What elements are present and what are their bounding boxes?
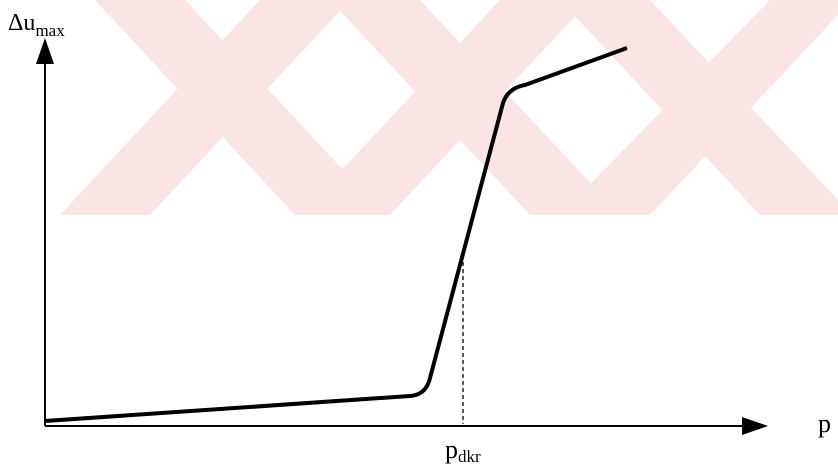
curve — [44, 46, 628, 423]
y-axis-label: Δumax — [8, 10, 65, 40]
watermark-stripe — [560, 0, 838, 215]
y-axis-label-main: Δu — [8, 10, 35, 36]
watermark-stripe — [300, 0, 590, 215]
critical-label-main: p — [445, 435, 458, 464]
critical-label: pdkr — [445, 435, 481, 466]
watermark-stripe — [60, 0, 350, 215]
y-axis-label-subscript: max — [35, 21, 65, 40]
x-axis-arrow — [742, 417, 768, 435]
critical-label-subscript: dkr — [458, 447, 481, 466]
watermark — [60, 0, 838, 215]
x-axis-label: p — [818, 409, 831, 438]
y-axis-arrow — [36, 38, 54, 64]
